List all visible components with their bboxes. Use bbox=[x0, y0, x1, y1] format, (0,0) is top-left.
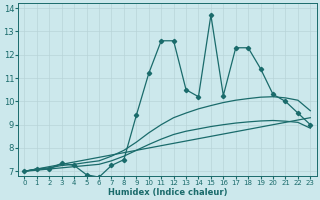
X-axis label: Humidex (Indice chaleur): Humidex (Indice chaleur) bbox=[108, 188, 227, 197]
